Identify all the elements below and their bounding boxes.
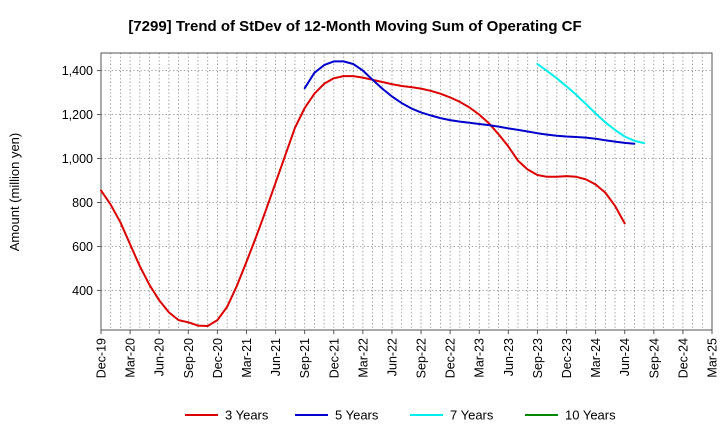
x-tick-label: Mar-22: [356, 338, 370, 378]
legend-label-10-years: 10 Years: [565, 408, 616, 423]
legend-label-7-years: 7 Years: [450, 408, 494, 423]
x-tick-label: Dec-24: [676, 338, 690, 378]
x-tick-label: Sep-20: [182, 338, 196, 378]
x-tick-label: Dec-19: [95, 338, 109, 378]
x-tick-label: Mar-23: [473, 338, 487, 378]
legend-label-3-years: 3 Years: [225, 408, 269, 423]
plot-area: [100, 52, 713, 331]
x-tick-label: Mar-25: [706, 338, 720, 378]
x-tick-label: Dec-20: [211, 338, 225, 378]
y-tick-label: 600: [72, 240, 93, 254]
y-tick-label: 400: [72, 284, 93, 298]
legend-label-5-years: 5 Years: [335, 408, 379, 423]
y-tick-label: 1,400: [62, 64, 93, 78]
grid-lines: [101, 53, 712, 330]
legend: 3 Years 5 Years 7 Years 10 Years: [185, 408, 616, 423]
x-tick-label: Mar-21: [240, 338, 254, 378]
x-tick-label: Jun-21: [269, 338, 283, 376]
x-axis-ticks: Dec-19 Mar-20 Jun-20 Sep-20 Dec-20 Mar-21 Jun-…: [95, 330, 720, 378]
series-lines: [100, 60, 646, 327]
y-tick-label: 1,000: [62, 152, 93, 166]
y-axis-ticks: 400 600 800 1,000 1,200 1,400: [62, 64, 101, 298]
x-tick-label: Sep-22: [415, 338, 429, 378]
x-tick-label: Mar-20: [124, 338, 138, 378]
x-tick-label: Dec-23: [560, 338, 574, 378]
y-tick-label: 1,200: [62, 108, 93, 122]
series-line-3-years: [100, 75, 626, 327]
x-tick-label: Dec-22: [444, 338, 458, 378]
y-axis-label: Amount (million yen): [7, 133, 22, 252]
y-tick-label: 800: [72, 196, 93, 210]
x-tick-label: Jun-22: [385, 338, 399, 376]
x-tick-label: Sep-23: [531, 338, 545, 378]
series-line-7-years: [536, 63, 646, 145]
x-tick-label: Jun-23: [502, 338, 516, 376]
x-tick-label: Mar-24: [589, 338, 603, 378]
series-line-5-years: [303, 60, 636, 145]
x-tick-label: Sep-21: [298, 338, 312, 378]
chart-title: [7299] Trend of StDev of 12-Month Moving…: [128, 18, 581, 35]
x-tick-label: Dec-21: [327, 338, 341, 378]
x-tick-label: Jun-20: [153, 338, 167, 376]
x-tick-label: Sep-24: [647, 338, 661, 378]
x-tick-label: Jun-24: [618, 338, 632, 376]
